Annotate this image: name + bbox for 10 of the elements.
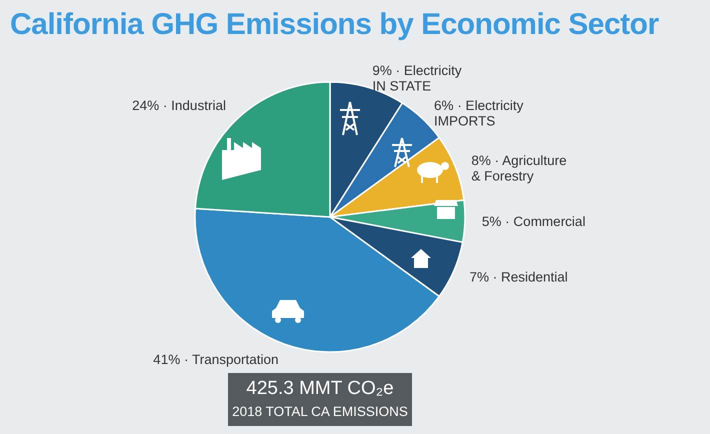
slice-label: 7% · Residential xyxy=(470,269,568,284)
slice-label: 24% · Industrial xyxy=(132,98,226,114)
slice-label: 5% · Commercial xyxy=(482,214,586,229)
slice-label: 8% · Agriculture & Forestry xyxy=(471,153,567,184)
slice-label: 9% · Electricity IN STATE xyxy=(372,63,462,94)
text: 2018 TOTAL CA EMISSIONS xyxy=(231,404,409,419)
chart-title: California GHG Emissions by Economic Sector xyxy=(10,8,659,42)
slice-label: 6% · Electricity IMPORTS xyxy=(434,98,524,129)
slice-label: 41% · Transportation xyxy=(153,352,279,368)
text: 425.3 MMT CO₂e xyxy=(245,378,395,400)
